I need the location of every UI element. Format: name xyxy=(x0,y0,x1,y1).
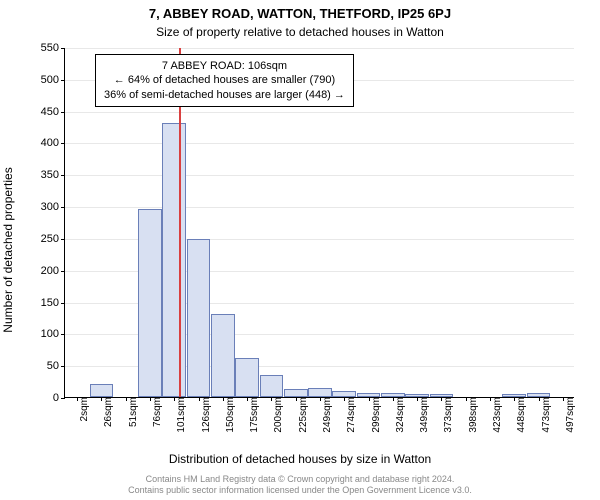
annotation-line-2: ← 64% of detached houses are smaller (79… xyxy=(104,73,345,87)
annotation-line-1: 7 ABBEY ROAD: 106sqm xyxy=(104,59,345,73)
histogram-bar xyxy=(187,239,211,397)
xtick-label: 398sqm xyxy=(462,397,479,433)
xtick-label: 26sqm xyxy=(97,397,114,427)
xtick-label: 175sqm xyxy=(243,397,260,433)
ytick-label: 300 xyxy=(41,201,65,213)
histogram-bar xyxy=(138,209,162,397)
histogram-bar xyxy=(332,391,356,397)
ytick-label: 0 xyxy=(53,392,65,404)
xtick-label: 497sqm xyxy=(559,397,576,433)
ytick-label: 100 xyxy=(41,328,65,340)
histogram-bar xyxy=(381,393,405,397)
xtick-label: 2sqm xyxy=(73,397,90,421)
histogram-bar xyxy=(162,123,186,397)
ytick-label: 350 xyxy=(41,169,65,181)
xtick-label: 76sqm xyxy=(146,397,163,427)
histogram-bar xyxy=(90,384,114,397)
attribution-text: Contains HM Land Registry data © Crown c… xyxy=(0,474,600,496)
histogram-bar xyxy=(235,358,259,397)
xtick-label: 299sqm xyxy=(365,397,382,433)
xtick-label: 249sqm xyxy=(316,397,333,433)
gridline xyxy=(65,207,574,208)
chart-title-main: 7, ABBEY ROAD, WATTON, THETFORD, IP25 6P… xyxy=(0,0,600,21)
histogram-bar xyxy=(357,393,381,397)
xtick-label: 101sqm xyxy=(170,397,187,433)
annotation-line-3: 36% of semi-detached houses are larger (… xyxy=(104,88,345,102)
ytick-label: 50 xyxy=(47,360,65,372)
xtick-label: 473sqm xyxy=(535,397,552,433)
xtick-label: 448sqm xyxy=(510,397,527,433)
xtick-label: 225sqm xyxy=(292,397,309,433)
xtick-label: 274sqm xyxy=(340,397,357,433)
xtick-label: 126sqm xyxy=(195,397,212,433)
ytick-label: 450 xyxy=(41,106,65,118)
xtick-label: 349sqm xyxy=(413,397,430,433)
ytick-label: 250 xyxy=(41,233,65,245)
xtick-label: 150sqm xyxy=(219,397,236,433)
annotation-box: 7 ABBEY ROAD: 106sqm← 64% of detached ho… xyxy=(95,54,354,107)
histogram-bar xyxy=(284,389,308,397)
chart-plot-area: 0501001502002503003504004505005502sqm26s… xyxy=(64,48,574,398)
ytick-label: 550 xyxy=(41,42,65,54)
xtick-label: 373sqm xyxy=(437,397,454,433)
histogram-bar xyxy=(211,314,235,397)
ytick-label: 200 xyxy=(41,265,65,277)
histogram-bar xyxy=(502,394,526,397)
chart-title-sub: Size of property relative to detached ho… xyxy=(0,21,600,39)
ytick-label: 400 xyxy=(41,137,65,149)
gridline xyxy=(65,48,574,49)
gridline xyxy=(65,112,574,113)
xtick-label: 200sqm xyxy=(267,397,284,433)
histogram-bar xyxy=(430,394,454,397)
y-axis-label: Number of detached properties xyxy=(1,85,15,250)
xtick-label: 423sqm xyxy=(486,397,503,433)
gridline xyxy=(65,175,574,176)
x-axis-label: Distribution of detached houses by size … xyxy=(0,452,600,466)
histogram-bar xyxy=(527,393,551,397)
xtick-label: 324sqm xyxy=(389,397,406,433)
attribution-line-1: Contains HM Land Registry data © Crown c… xyxy=(0,474,600,485)
gridline xyxy=(65,143,574,144)
histogram-bar xyxy=(260,375,284,397)
attribution-line-2: Contains public sector information licen… xyxy=(0,485,600,496)
ytick-label: 150 xyxy=(41,297,65,309)
histogram-bar xyxy=(308,388,332,397)
xtick-label: 51sqm xyxy=(122,397,139,427)
histogram-bar xyxy=(405,394,429,397)
ytick-label: 500 xyxy=(41,74,65,86)
